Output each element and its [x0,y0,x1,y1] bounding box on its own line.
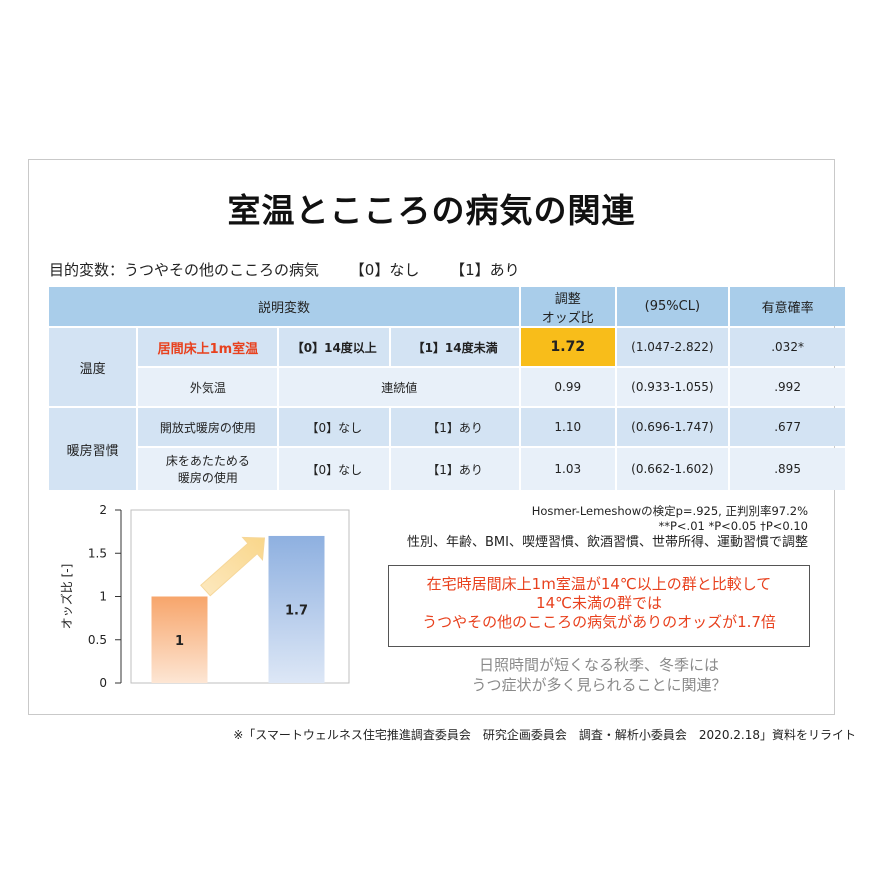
table-row: 外気温 連続値 0.99 (0.933-1.055) .992 [49,368,845,406]
row-odds-ratio: 1.10 [521,408,615,446]
row-odds-ratio: 1.03 [521,448,615,490]
header-ci: (95%CL) [616,287,729,326]
slide: 室温とこころの病気の関連 目的変数：うつやその他のこころの病気 【0】なし 【1… [28,159,845,715]
source-footer: ※「スマートウェルネス住宅推進調査委員会 研究企画委員会 調査・解析小委員会 2… [233,728,856,742]
table-row: 暖房習慣 開放式暖房の使用 【0】なし 【1】あり 1.10 (0.696-1.… [49,408,845,490]
row-variable: 床をあたためる 暖房の使用 [138,448,278,490]
row-p: .895 [730,448,845,490]
header-odds-ratio: 調整 オッズ比 [521,287,615,326]
bar-1-label: 1 [175,634,184,649]
odds-ratio-chart: 0 0.5 1 1.5 2 オッズ比 [-] 1 1.7 [59,503,350,690]
chart-plot-area [130,509,350,684]
objective-variable: 目的変数：うつやその他のこころの病気 【0】なし 【1】あり [49,259,546,280]
row-category-0: 【0】14度以上 [279,328,390,366]
row-category-0: 【0】なし [279,408,390,446]
group-temperature: 温度 [49,328,137,406]
row-p: .677 [730,408,845,446]
row-ci: (0.662-1.602) [616,448,729,490]
page-title: 室温とこころの病気の関連 [227,191,636,230]
model-notes: Hosmer-Lemeshowの検定p=.925, 正判別率97.2% **P<… [407,504,808,552]
row-category-1: 【1】14度未満 [391,328,520,366]
bar-2 [268,535,325,683]
row-variable: 開放式暖房の使用 [138,408,278,446]
bar-1 [151,596,208,683]
increase-arrow-icon [200,536,266,597]
row-category-0: 【0】なし [279,448,390,490]
row-odds-ratio: 1.72 [521,328,615,366]
row-p: .032* [730,328,845,366]
objective-label: 目的変数：うつやその他のこころの病気 [49,261,320,279]
row-ci: (1.047-2.822) [616,328,729,366]
note-adjustment: 性別、年齢、BMI、喫煙習慣、飲酒習慣、世帯所得、運動習慣で調整 [407,535,808,550]
row-category: 連続値 [279,368,520,406]
objective-option-1: 【1】あり [450,261,520,279]
header-p: 有意確率 [730,287,845,326]
row-p: .992 [730,368,845,406]
bar-2-label: 1.7 [285,603,308,618]
row-category-1: 【1】あり [391,408,520,446]
row-ci: (0.696-1.747) [616,408,729,446]
y-tick-label: 2 [99,503,107,517]
note-hosmer: Hosmer-Lemeshowの検定p=.925, 正判別率97.2% [531,504,808,518]
note-significance: **P<.01 *P<0.05 †P<0.10 [658,519,808,533]
table-row: 温度 居間床上1m室温 【0】14度以上 【1】14度未満 1.72 (1.04… [49,328,845,406]
row-category-1: 【1】あり [391,448,520,490]
row-odds-ratio: 0.99 [521,368,615,406]
row-ci: (0.933-1.055) [616,368,729,406]
y-tick-label: 1 [99,590,107,604]
regression-table: 説明変数 調整 オッズ比 (95%CL) 有意確率 温度 居間床上1m室温 【0… [47,285,847,492]
conclusion-box: 在宅時居間床上1m室温が14℃以上の群と比較して 14℃未満の群では うつやその… [388,565,810,647]
y-tick-label: 1.5 [88,546,107,560]
table-row: 床をあたためる 暖房の使用 【0】なし 【1】あり 1.03 (0.662-1.… [49,448,845,490]
row-variable: 外気温 [138,368,278,406]
row-variable: 居間床上1m室温 [138,328,278,366]
objective-option-0: 【0】なし [349,261,420,279]
y-tick-label: 0.5 [88,633,107,647]
header-variables: 説明変数 [49,287,520,326]
interpretation-note: 日照時間が短くなる秋季、冬季には うつ症状が多く見られることに関連？ [471,656,727,694]
y-tick-label: 0 [99,676,107,690]
y-axis-label: オッズ比 [-] [59,564,74,630]
table-header-row: 説明変数 調整 オッズ比 (95%CL) 有意確率 [49,287,845,326]
group-heating: 暖房習慣 [49,408,137,490]
